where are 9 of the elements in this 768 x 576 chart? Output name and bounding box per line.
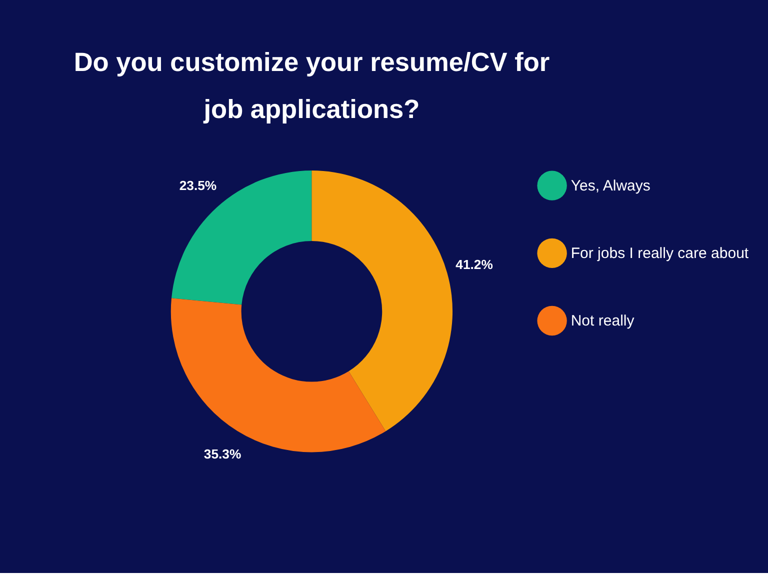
data-label: 35.3% [204,446,242,462]
chart-title: Do you customize your resume/CV for job applications? [74,47,550,124]
legend-label: Not really [570,312,635,330]
legend-label: Yes, Always [570,177,650,194]
donut-slice [172,170,312,305]
data-label: 23.5% [179,178,217,194]
donut-slice [312,170,453,432]
legend-label: For jobs I really care about [570,244,750,262]
data-label: 41.2% [456,257,494,272]
